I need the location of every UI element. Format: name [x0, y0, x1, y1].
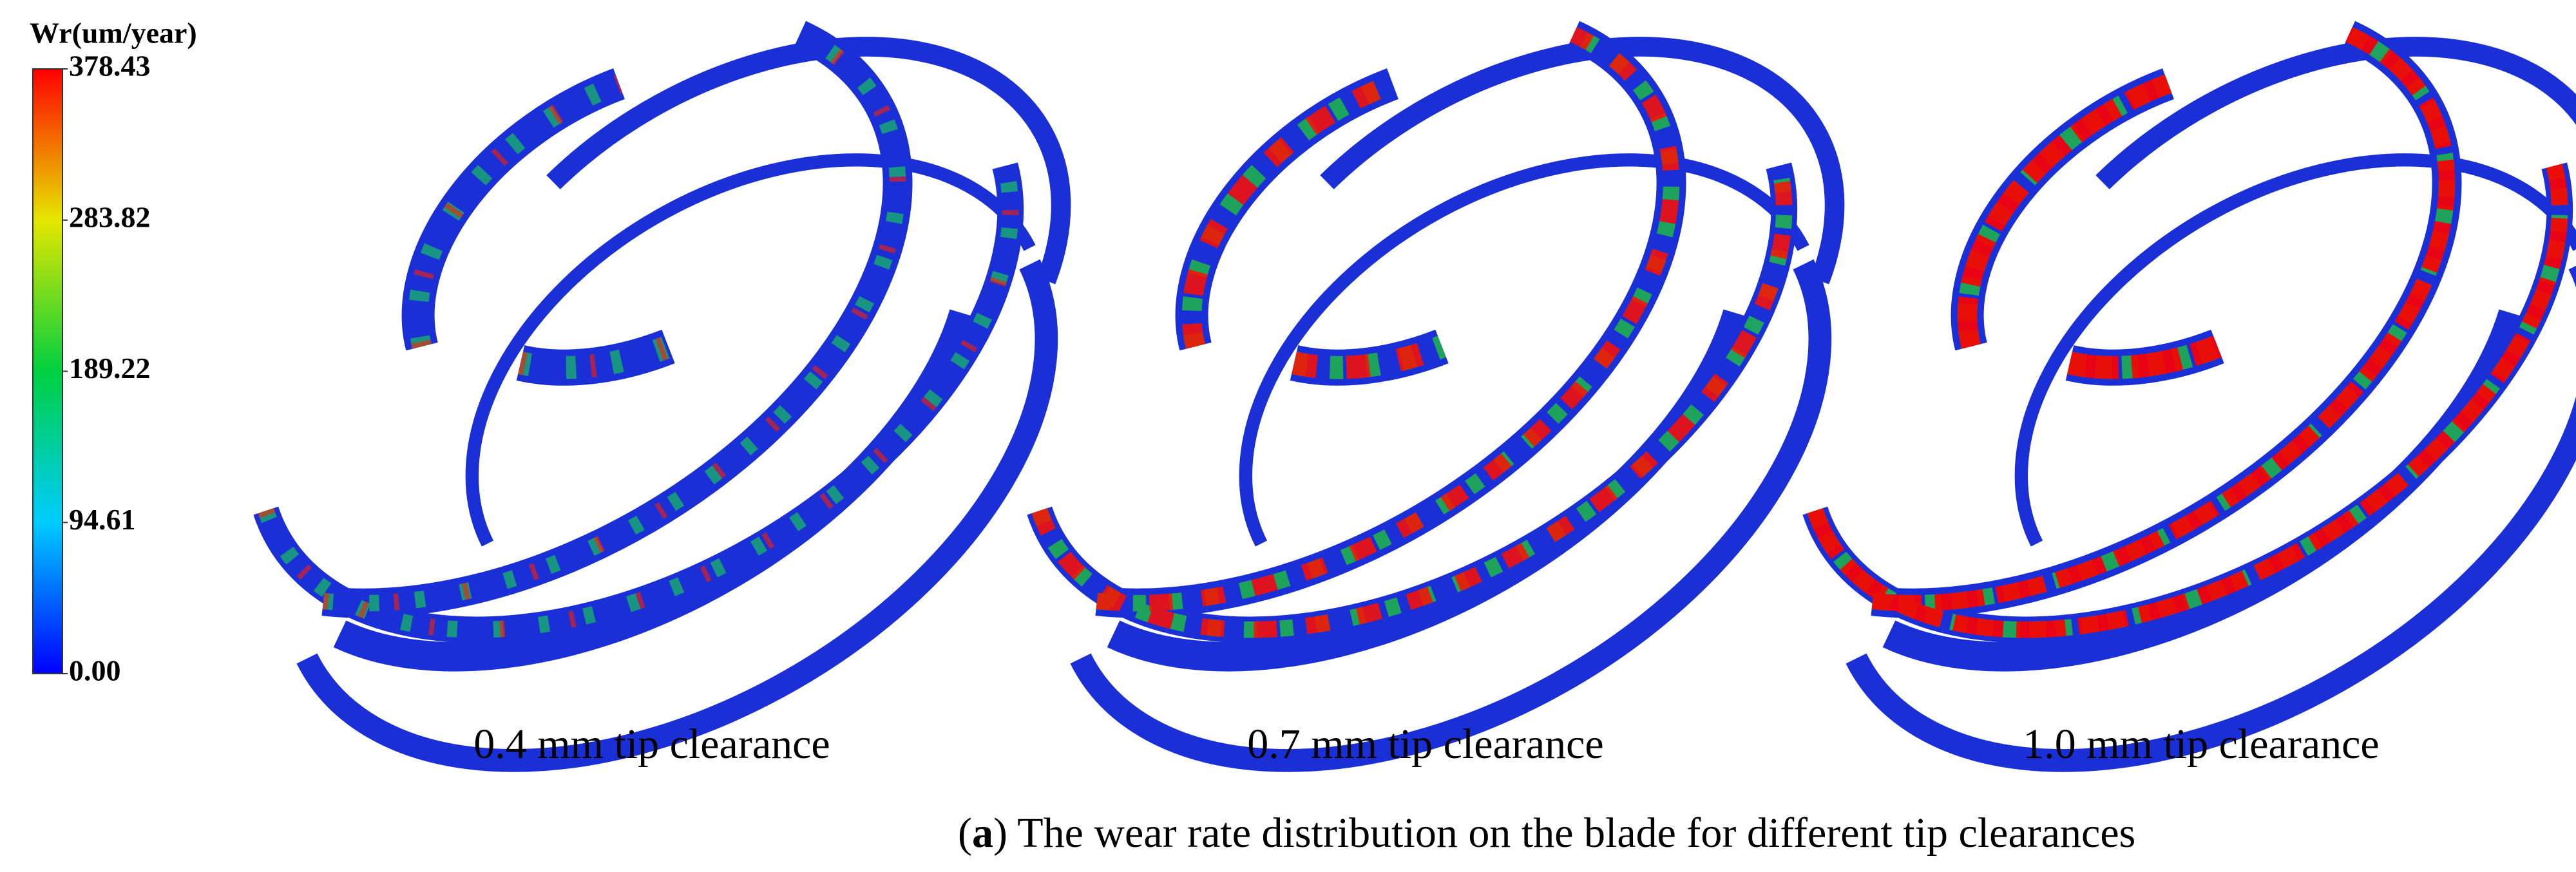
colorbar-tick-label: 94.61: [69, 503, 136, 536]
blade-contour: [1040, 35, 1835, 761]
colorbar-ticks: 0.00 94.61 189.22 283.82 378.43: [62, 50, 151, 687]
caption-marker: a: [972, 810, 993, 857]
colorbar: [32, 68, 63, 674]
blade-contour: [266, 35, 1061, 761]
panel-label: 0.4 mm tip clearance: [473, 721, 830, 768]
colorbar-tick-label: 189.22: [69, 352, 151, 384]
colorbar-tick-label: 283.82: [69, 200, 151, 233]
colorbar-title: Wr(um/year): [30, 17, 197, 50]
panel-label: 1.0 mm tip clearance: [2023, 721, 2379, 768]
blade-contour: [1815, 35, 2576, 761]
panel-label: 0.7 mm tip clearance: [1247, 721, 1603, 768]
caption: (a) The wear rate distribution on the bl…: [958, 810, 2135, 857]
colorbar-tick-label: 0.00: [69, 654, 121, 687]
caption-part: (: [958, 810, 972, 857]
colorbar-tick-label: 378.43: [69, 50, 151, 82]
caption-part: ) The wear rate distribution on the blad…: [993, 810, 2135, 857]
